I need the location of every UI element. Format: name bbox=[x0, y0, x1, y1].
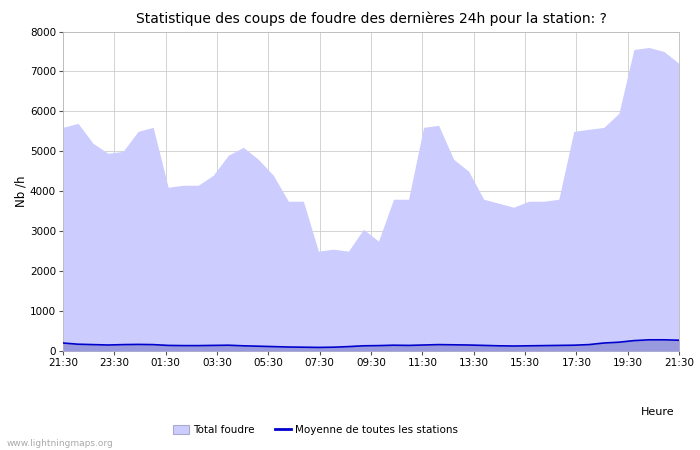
Text: www.lightningmaps.org: www.lightningmaps.org bbox=[7, 438, 113, 447]
Title: Statistique des coups de foudre des dernières 24h pour la station: ?: Statistique des coups de foudre des dern… bbox=[136, 12, 606, 26]
Text: Heure: Heure bbox=[640, 407, 674, 417]
Y-axis label: Nb /h: Nb /h bbox=[14, 176, 27, 207]
